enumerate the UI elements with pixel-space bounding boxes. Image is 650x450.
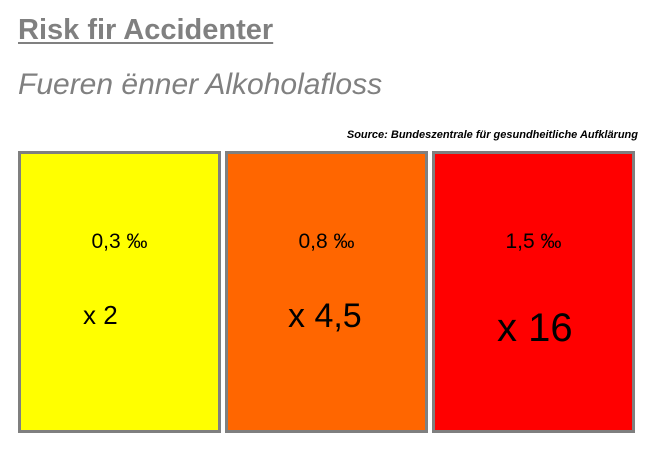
page-title: Risk fir Accidenter [18,14,274,46]
source-note: Source: Bundeszentrale für gesundheitlic… [346,129,638,141]
blood-alcohol-label: 0,8 ‰ [298,230,355,253]
risk-box-low: 0,3 ‰ x 2 [18,151,221,433]
page-subtitle: Fueren ënner Alkoholafloss [18,68,383,101]
risk-box-medium: 0,8 ‰ x 4,5 [225,151,428,433]
risk-factor-label: x 2 [83,300,118,330]
risk-factor-label: x 16 [497,306,573,350]
risk-factor-label: x 4,5 [288,297,362,335]
blood-alcohol-label: 0,3 ‰ [91,230,148,253]
risk-box-high: 1,5 ‰ x 16 [432,151,635,433]
blood-alcohol-label: 1,5 ‰ [505,230,562,253]
